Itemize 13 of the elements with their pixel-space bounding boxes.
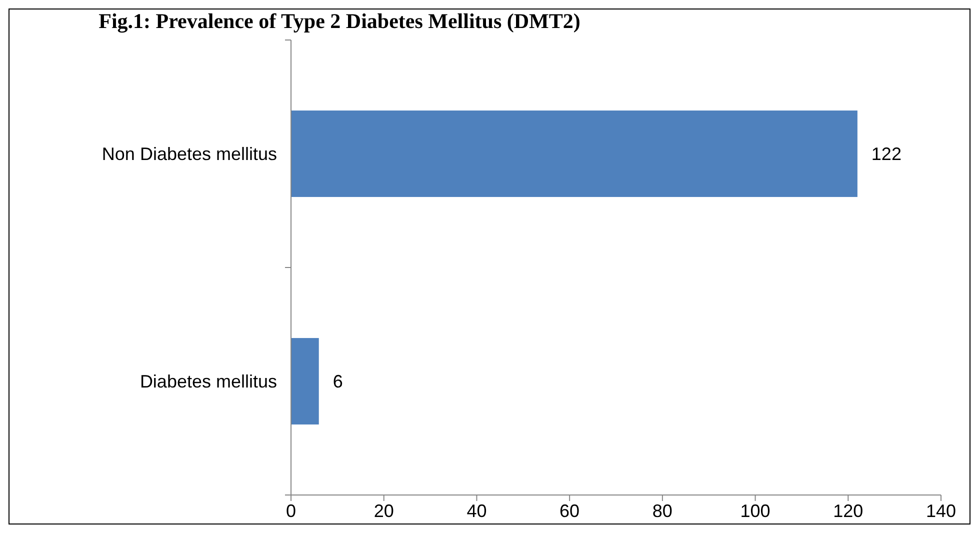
data-label: 122 bbox=[871, 144, 902, 164]
x-tick-label: 140 bbox=[926, 501, 956, 521]
x-tick-label: 100 bbox=[740, 501, 770, 521]
x-tick-label: 40 bbox=[466, 501, 487, 521]
chart-title: Fig.1: Prevalence of Type 2 Diabetes Mellitus (DMT2) bbox=[98, 9, 580, 33]
y-tick-label: Diabetes mellitus bbox=[140, 371, 277, 392]
x-tick-label: 120 bbox=[833, 501, 864, 521]
x-tick-label: 60 bbox=[560, 501, 580, 521]
data-label: 6 bbox=[332, 371, 343, 392]
x-tick-label: 0 bbox=[286, 501, 296, 521]
y-tick-label: Non Diabetes mellitus bbox=[102, 144, 277, 164]
x-tick-label: 20 bbox=[374, 501, 394, 521]
x-tick-label: 80 bbox=[652, 501, 672, 521]
